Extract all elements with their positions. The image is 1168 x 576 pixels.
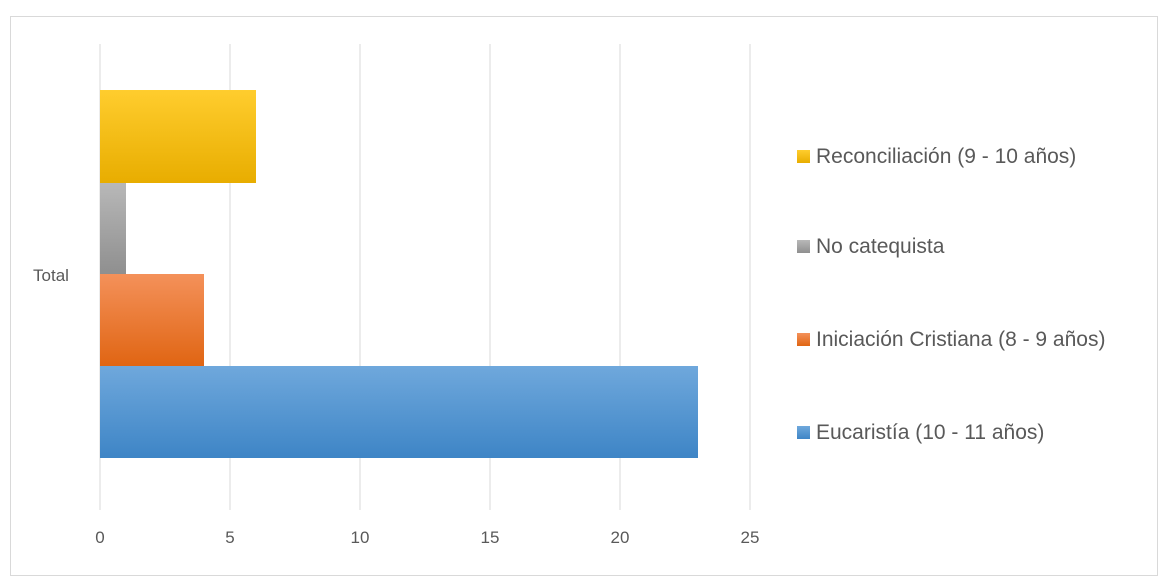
x-tick-label: 0 bbox=[95, 528, 104, 547]
x-tick-label: 10 bbox=[351, 528, 370, 547]
legend-item: Iniciación Cristiana (8 - 9 años) bbox=[797, 328, 1105, 351]
legend-item: Reconciliación (9 - 10 años) bbox=[797, 145, 1076, 168]
legend-item: Eucaristía (10 - 11 años) bbox=[797, 421, 1044, 444]
bar-no bbox=[100, 183, 126, 274]
category-label: Total bbox=[33, 266, 69, 285]
bar-reconciliacion bbox=[100, 90, 256, 183]
bar-eucaristia bbox=[100, 366, 698, 458]
x-tick-label: 25 bbox=[741, 528, 760, 547]
legend-label: Iniciación Cristiana (8 - 9 años) bbox=[816, 328, 1105, 351]
legend-swatch bbox=[797, 150, 810, 163]
bars bbox=[100, 90, 698, 458]
bar-iniciacion bbox=[100, 274, 204, 366]
x-axis-ticks: 0 5 10 15 20 25 bbox=[95, 528, 759, 547]
legend-swatch bbox=[797, 426, 810, 439]
legend-label: No catequista bbox=[816, 235, 945, 258]
legend-swatch bbox=[797, 240, 810, 253]
legend-swatch bbox=[797, 333, 810, 346]
y-axis-categories: Total bbox=[33, 266, 69, 285]
x-tick-label: 20 bbox=[611, 528, 630, 547]
bar-chart: 0 5 10 15 20 25 Total Eucaristía (10 - 11 año… bbox=[33, 44, 1105, 547]
legend-item: No catequista bbox=[797, 235, 945, 258]
x-tick-label: 15 bbox=[481, 528, 500, 547]
x-tick-label: 5 bbox=[225, 528, 234, 547]
legend: Eucaristía (10 - 11 años) Iniciación Cris… bbox=[797, 145, 1105, 444]
legend-label: Eucaristía (10 - 11 años) bbox=[816, 421, 1044, 444]
legend-label: Reconciliación (9 - 10 años) bbox=[816, 145, 1076, 168]
